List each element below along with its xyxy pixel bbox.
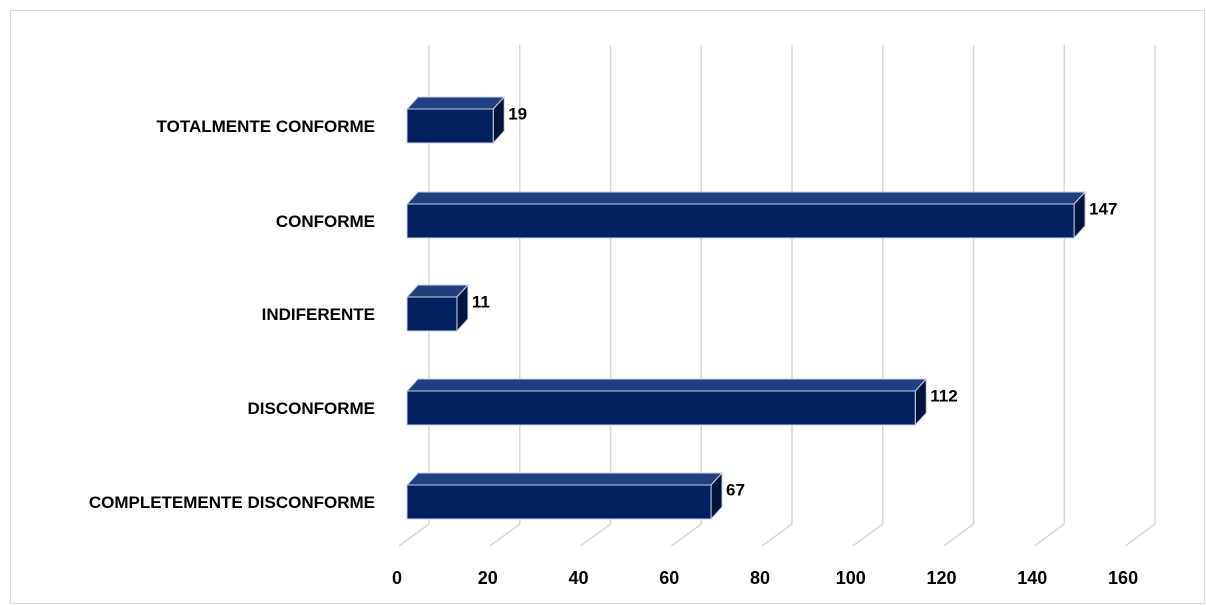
data-label: 112 [930, 386, 957, 405]
gridline-floor [1033, 523, 1065, 547]
x-tick-label: 40 [569, 568, 589, 588]
bar-front-face [406, 203, 1075, 239]
category-label: INDIFERENTE [262, 305, 375, 324]
bar-front-face [406, 108, 494, 144]
bar-front-face [406, 484, 712, 520]
x-tick-label: 160 [1108, 568, 1138, 588]
x-tick-label: 60 [659, 568, 679, 588]
gridline-floor [580, 523, 611, 547]
gridline-floor [398, 523, 430, 547]
x-tick-label: 0 [392, 568, 402, 588]
category-label: CONFORME [276, 212, 375, 231]
bar-front-face [406, 390, 916, 426]
bar-top-face [405, 96, 506, 110]
data-label: 67 [726, 480, 745, 499]
bar-top-face [405, 191, 1087, 205]
gridline-floor [761, 523, 793, 547]
x-tick-label: 80 [750, 568, 770, 588]
bar [405, 190, 1087, 240]
gridline-floor [1124, 523, 1156, 547]
bar-top-face [405, 378, 928, 392]
data-label: 11 [472, 292, 490, 311]
category-label: DISCONFORME [248, 399, 376, 418]
bar [405, 283, 470, 333]
labels: 0 20 40 60 80 100 120 140 160 19 TOTALMENTE CONFOR… [89, 104, 1138, 588]
x-tick-label: 140 [1017, 568, 1047, 588]
bar [405, 377, 928, 427]
gridline-floor [670, 523, 702, 547]
gridline-floor [852, 523, 884, 547]
bar-front-face [406, 296, 458, 332]
x-tick-label: 120 [927, 568, 957, 588]
bar [405, 95, 506, 145]
category-label: COMPLETEMENTE DISCONFORME [89, 493, 375, 512]
gridline-floor [943, 523, 975, 547]
data-label: 147 [1089, 199, 1117, 218]
category-label: TOTALMENTE CONFORME [157, 117, 375, 136]
bar [405, 471, 724, 521]
bar-top-face [405, 472, 724, 486]
bars [405, 95, 1087, 521]
gridline-floor [489, 523, 521, 547]
x-tick-label: 20 [478, 568, 498, 588]
x-tick-label: 100 [836, 568, 866, 588]
data-label: 19 [508, 104, 527, 123]
